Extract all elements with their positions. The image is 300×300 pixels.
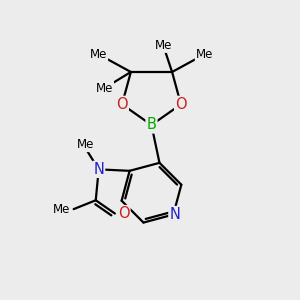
Text: Me: Me <box>77 138 94 151</box>
Text: Me: Me <box>96 82 113 95</box>
Text: Me: Me <box>53 202 71 216</box>
Text: O: O <box>175 97 187 112</box>
Text: B: B <box>146 118 156 133</box>
Text: N: N <box>93 162 104 177</box>
Text: Me: Me <box>90 48 107 61</box>
Text: Me: Me <box>154 39 172 52</box>
Text: Me: Me <box>196 48 213 61</box>
Text: N: N <box>169 207 180 222</box>
Text: O: O <box>116 97 128 112</box>
Text: O: O <box>118 206 130 221</box>
